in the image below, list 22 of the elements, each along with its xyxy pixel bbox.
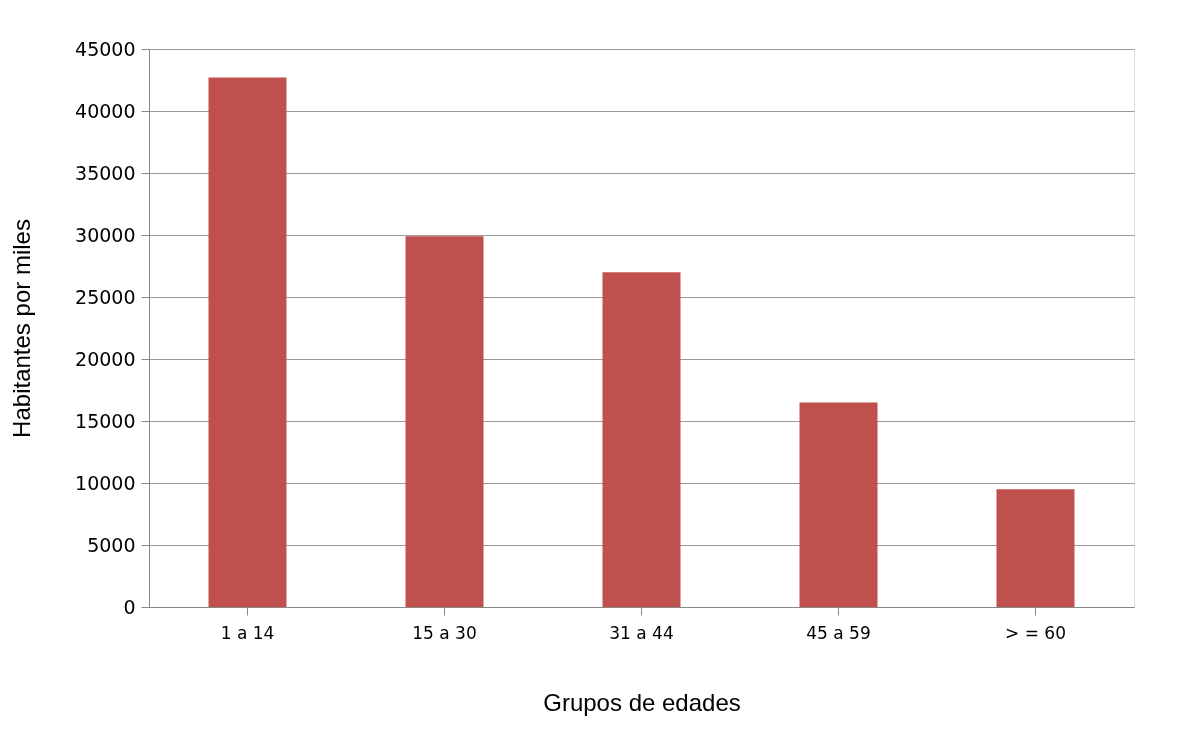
- y-tick-label: 25000: [75, 285, 136, 308]
- y-tick-label: 10000: [75, 471, 136, 494]
- bar: [799, 402, 878, 607]
- y-tick-label: 45000: [75, 37, 136, 60]
- y-tick-label: 5000: [87, 533, 136, 556]
- x-tick-label: 31 a 44: [609, 622, 674, 643]
- y-tick-label: 15000: [75, 409, 136, 432]
- bar: [602, 272, 681, 607]
- y-tick-label: 35000: [75, 161, 136, 184]
- x-tick-label: 1 a 14: [220, 622, 275, 643]
- x-tick-label: > = 60: [1005, 622, 1066, 643]
- bar: [208, 77, 287, 607]
- y-axis-title: Habitantes por miles: [8, 219, 36, 438]
- x-tick-label: 45 a 59: [806, 622, 871, 643]
- x-axis-title: Grupos de edades: [543, 688, 741, 716]
- y-tick-label: 20000: [75, 347, 136, 370]
- y-tick-label: 0: [123, 595, 136, 618]
- y-tick-label: 30000: [75, 223, 136, 246]
- x-tick-label: 15 a 30: [412, 622, 477, 643]
- y-tick-label: 40000: [75, 99, 136, 122]
- bar: [405, 236, 484, 607]
- bar: [996, 489, 1075, 607]
